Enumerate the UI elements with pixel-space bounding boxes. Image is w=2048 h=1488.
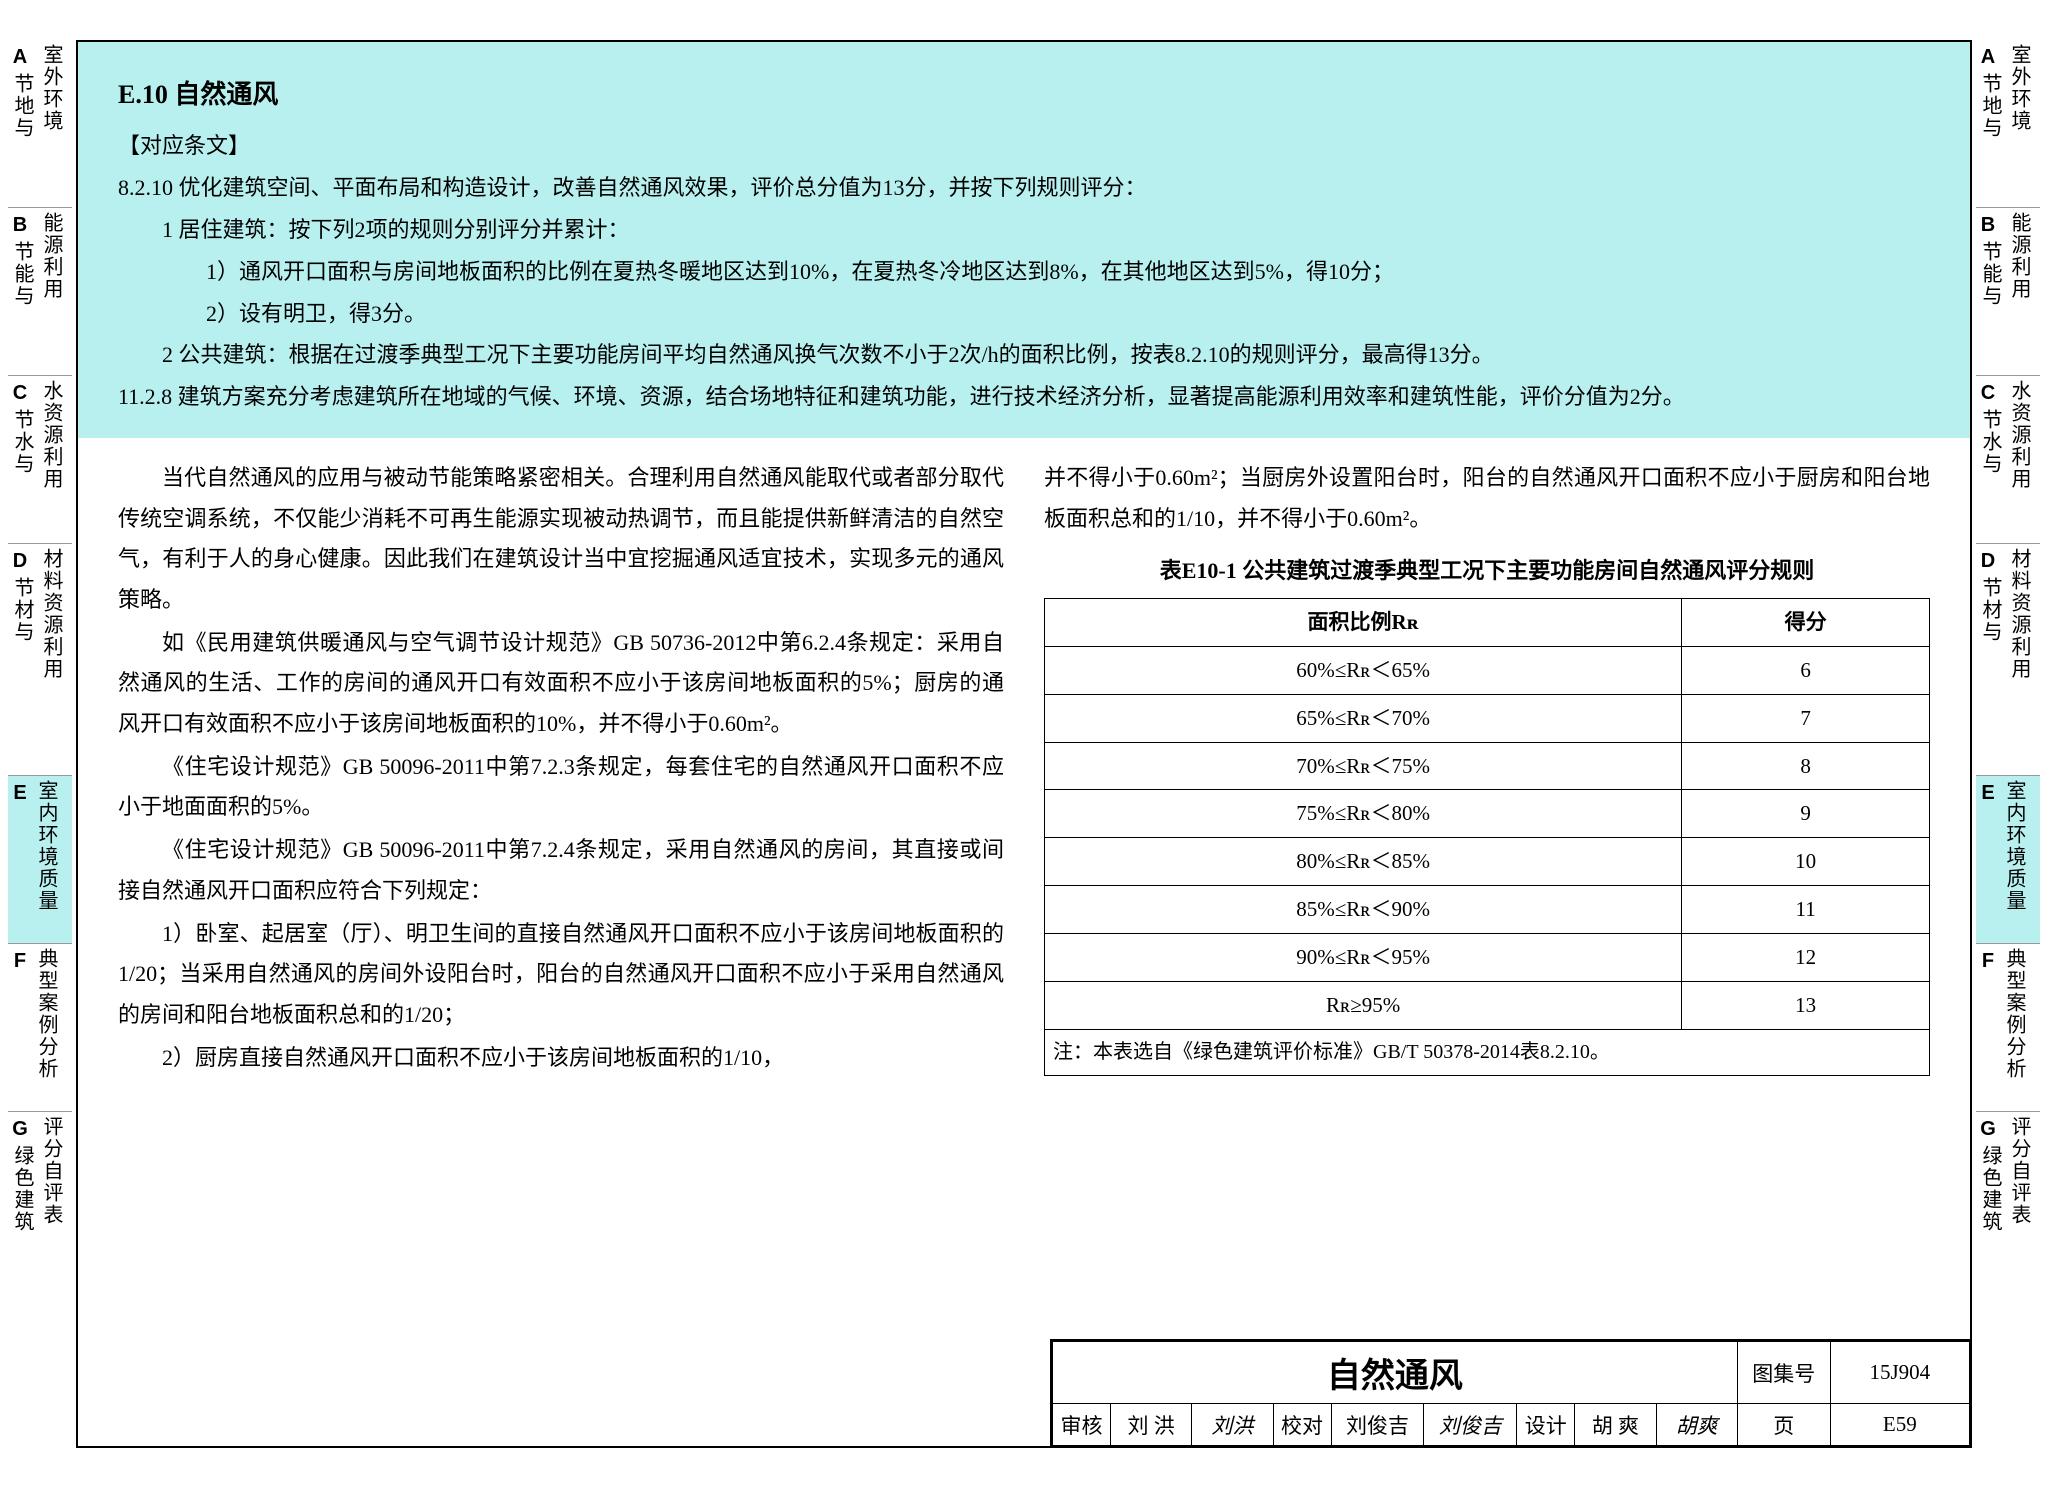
- table-title: 表E10-1 公共建筑过渡季典型工况下主要功能房间自然通风评分规则: [1044, 551, 1930, 592]
- section-title: E.10 自然通风: [118, 70, 1930, 119]
- table-row: 75%≤Rʀ＜80%9: [1045, 790, 1930, 838]
- score-table: 面积比例Rʀ 得分 60%≤Rʀ＜65%6 65%≤Rʀ＜70%7 70%≤Rʀ…: [1044, 598, 1930, 1076]
- tab-f-r[interactable]: F 典型案例分析: [1976, 944, 2040, 1112]
- para-cont: 并不得小于0.60m²；当厨房外设置阳台时，阳台的自然通风开口面积不应小于厨房和…: [1044, 458, 1930, 539]
- para-gb50096-724: 《住宅设计规范》GB 50096-2011中第7.2.4条规定，采用自然通风的房…: [118, 830, 1004, 911]
- tabs-left: A 节地与 室外环境 B 节能与 能源利用 C 节水与 水资源利用 D 节材与 …: [8, 40, 72, 1280]
- rule-1-1: 1）通风开口面积与房间地板面积的比例在夏热冬暖地区达到10%，在夏热冬冷地区达到…: [118, 251, 1930, 293]
- clause-8-2-10: 8.2.10 优化建筑空间、平面布局和构造设计，改善自然通风效果，评价总分值为1…: [118, 167, 1930, 209]
- tab-a-r[interactable]: A 节地与 室外环境: [1976, 40, 2040, 208]
- table-row: 80%≤Rʀ＜85%10: [1045, 838, 1930, 886]
- design-name: 胡 爽: [1575, 1404, 1656, 1446]
- rule-2: 2 公共建筑：根据在过渡季典型工况下主要功能房间平均自然通风换气次数不小于2次/…: [118, 334, 1930, 376]
- clause-11-2-8: 11.2.8 建筑方案充分考虑建筑所在地域的气候、环境、资源，结合场地特征和建筑…: [118, 376, 1930, 418]
- tab-b[interactable]: B 节能与 能源利用: [8, 208, 72, 376]
- clause-label: 【对应条文】: [118, 125, 1930, 167]
- body-columns: 当代自然通风的应用与被动节能策略紧密相关。合理利用自然通风能取代或者部分取代传统…: [78, 438, 1970, 1090]
- tab-text: 室外环境: [37, 40, 66, 207]
- tab-d[interactable]: D 节材与 材料资源利用: [8, 544, 72, 776]
- left-column: 当代自然通风的应用与被动节能策略紧密相关。合理利用自然通风能取代或者部分取代传统…: [118, 458, 1004, 1080]
- check-name: 刘俊吉: [1331, 1404, 1424, 1446]
- doc-title: 自然通风: [1053, 1342, 1738, 1404]
- table-row: 85%≤Rʀ＜90%11: [1045, 886, 1930, 934]
- design-label: 设计: [1517, 1404, 1575, 1446]
- tab-f[interactable]: F 典型案例分析: [8, 944, 72, 1112]
- rule-1: 1 居住建筑：按下列2项的规则分别评分并累计：: [118, 209, 1930, 251]
- para-gb50736: 如《民用建筑供暖通风与空气调节设计规范》GB 50736-2012中第6.2.4…: [118, 623, 1004, 745]
- review-sig: 刘洪: [1192, 1404, 1273, 1446]
- rule-1-2: 2）设有明卫，得3分。: [118, 293, 1930, 335]
- tabs-right: A 节地与 室外环境 B 节能与 能源利用 C 节水与 水资源利用 D 节材与 …: [1976, 40, 2040, 1280]
- page-label: 页: [1737, 1404, 1830, 1446]
- tab-e-r[interactable]: E 室内环境质量: [1976, 776, 2040, 944]
- design-sig: 胡爽: [1656, 1404, 1737, 1446]
- para-gb50096-723: 《住宅设计规范》GB 50096-2011中第7.2.3条规定，每套住宅的自然通…: [118, 747, 1004, 828]
- check-sig: 刘俊吉: [1424, 1404, 1517, 1446]
- tab-b-r[interactable]: B 节能与 能源利用: [1976, 208, 2040, 376]
- tab-c-r[interactable]: C 节水与 水资源利用: [1976, 376, 2040, 544]
- page-no: E59: [1830, 1404, 1969, 1446]
- right-column: 并不得小于0.60m²；当厨房外设置阳台时，阳台的自然通风开口面积不应小于厨房和…: [1044, 458, 1930, 1080]
- tab-letter: A: [8, 40, 32, 69]
- tab-g[interactable]: G 绿色建筑 评分自评表: [8, 1112, 72, 1280]
- table-row: Rʀ≥95%13: [1045, 981, 1930, 1029]
- header-block: E.10 自然通风 【对应条文】 8.2.10 优化建筑空间、平面布局和构造设计…: [78, 42, 1970, 438]
- page-frame: E.10 自然通风 【对应条文】 8.2.10 优化建筑空间、平面布局和构造设计…: [76, 40, 1972, 1448]
- table-row: 70%≤Rʀ＜75%8: [1045, 742, 1930, 790]
- th-ratio: 面积比例Rʀ: [1045, 599, 1682, 647]
- tab-d-r[interactable]: D 节材与 材料资源利用: [1976, 544, 2040, 776]
- check-label: 校对: [1273, 1404, 1331, 1446]
- tab-sub: 节地与: [8, 69, 37, 139]
- table-note-row: 注：本表选自《绿色建筑评价标准》GB/T 50378-2014表8.2.10。: [1045, 1029, 1930, 1075]
- table-row: 90%≤Rʀ＜95%12: [1045, 933, 1930, 981]
- review-name: 刘 洪: [1111, 1404, 1192, 1446]
- table-row: 65%≤Rʀ＜70%7: [1045, 694, 1930, 742]
- para-item2: 2）厨房直接自然通风开口面积不应小于该房间地板面积的1/10，: [118, 1038, 1004, 1079]
- tab-a[interactable]: A 节地与 室外环境: [8, 40, 72, 208]
- tab-g-r[interactable]: G 绿色建筑 评分自评表: [1976, 1112, 2040, 1280]
- set-no: 15J904: [1830, 1342, 1969, 1404]
- tab-c[interactable]: C 节水与 水资源利用: [8, 376, 72, 544]
- para-item1: 1）卧室、起居室（厅）、明卫生间的直接自然通风开口面积不应小于该房间地板面积的1…: [118, 914, 1004, 1036]
- score-tbody: 60%≤Rʀ＜65%6 65%≤Rʀ＜70%7 70%≤Rʀ＜75%8 75%≤…: [1045, 646, 1930, 1075]
- titleblock: 自然通风 图集号 15J904 审核 刘 洪 刘洪 校对 刘俊吉 刘俊吉 设计 …: [1050, 1339, 1970, 1446]
- tab-e[interactable]: E 室内环境质量: [8, 776, 72, 944]
- th-score: 得分: [1682, 599, 1930, 647]
- para-intro: 当代自然通风的应用与被动节能策略紧密相关。合理利用自然通风能取代或者部分取代传统…: [118, 458, 1004, 621]
- set-no-label: 图集号: [1737, 1342, 1830, 1404]
- table-row: 60%≤Rʀ＜65%6: [1045, 646, 1930, 694]
- review-label: 审核: [1053, 1404, 1111, 1446]
